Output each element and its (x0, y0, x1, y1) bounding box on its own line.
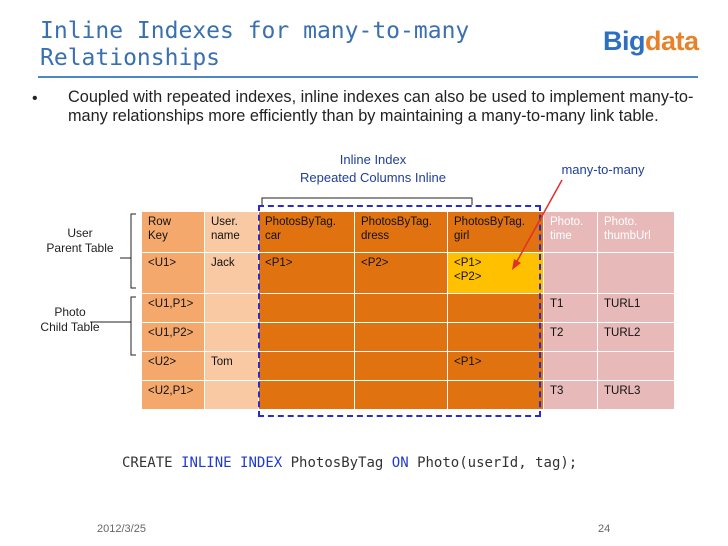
header-tag-girl: PhotosByTag. girl (447, 211, 544, 253)
header-tag-dress: PhotosByTag. dress (354, 211, 448, 253)
inline-index-label: Inline Index Repeated Columns Inline (300, 152, 446, 185)
cell-key: <U1> (141, 252, 205, 294)
cell-name (204, 293, 259, 323)
table-row: <U1> Jack <P1> <P2> <P1> <P2> (141, 252, 675, 294)
cell-key: <U1,P2> (141, 322, 205, 352)
user-bracket (130, 213, 136, 289)
cell-thumb (597, 252, 675, 294)
cell-girl (447, 322, 544, 352)
cell-thumb: TURL3 (597, 380, 675, 410)
header-row: Row Key User. name PhotosByTag. car PhotosB… (141, 211, 675, 253)
cell-name: Jack (204, 252, 259, 294)
header-photo-thumburl: Photo. thumbUrl (597, 211, 675, 253)
cell-name: Tom (204, 351, 259, 381)
page-number: 24 (598, 523, 611, 535)
header-row-key: Row Key (141, 211, 205, 253)
cell-girl (447, 293, 544, 323)
slide-title: Inline Indexes for many-to-many Relation… (40, 18, 470, 71)
many-to-many-label: many-to-many (561, 162, 645, 177)
cell-dress: <P2> (354, 252, 448, 294)
cell-time: T3 (543, 380, 598, 410)
header-photo-time: Photo. time (543, 211, 598, 253)
photo-child-table-label: Photo Child Table (40, 305, 100, 334)
inline-index-dashed-box (258, 205, 541, 417)
cell-car (258, 322, 355, 352)
table-row: <U1,P2> T2 TURL2 (141, 322, 675, 352)
cell-key: <U1,P1> (141, 293, 205, 323)
cell-dress (354, 293, 448, 323)
header-user-name: User. name (204, 211, 259, 253)
footer-date: 2012/3/25 (97, 523, 146, 535)
cell-dress (354, 322, 448, 352)
cell-time: T2 (543, 322, 598, 352)
bigdata-logo: Bigdata (603, 26, 699, 56)
cell-time (543, 351, 598, 381)
cell-name (204, 380, 259, 410)
cell-car (258, 351, 355, 381)
header-tag-car: PhotosByTag. car (258, 211, 355, 253)
cell-car (258, 293, 355, 323)
bullet-marker: • (32, 90, 38, 107)
cell-dress (354, 380, 448, 410)
cell-thumb (597, 351, 675, 381)
cell-thumb: TURL2 (597, 322, 675, 352)
table-row: <U2> Tom <P1> (141, 351, 675, 381)
many-to-many-arrowhead (512, 259, 521, 270)
photo-bracket (130, 296, 136, 356)
cell-time: T1 (543, 293, 598, 323)
cell-key: <U2,P1> (141, 380, 205, 410)
bullet-text: Coupled with repeated indexes, inline in… (68, 88, 694, 125)
cell-girl (447, 380, 544, 410)
hbase-table: Row Key User. name PhotosByTag. car PhotosB… (141, 211, 675, 410)
table-row: <U1,P1> T1 TURL1 (141, 293, 675, 323)
table-row: <U2,P1> T3 TURL3 (141, 380, 675, 410)
sql-statement: CREATE INLINE INDEX PhotosByTag ON Photo… (122, 455, 578, 471)
title-divider (38, 76, 698, 78)
many-to-many-arrow (515, 179, 563, 264)
inline-index-brace (261, 197, 473, 205)
cell-car: <P1> (258, 252, 355, 294)
user-parent-table-label: User Parent Table (46, 226, 114, 255)
